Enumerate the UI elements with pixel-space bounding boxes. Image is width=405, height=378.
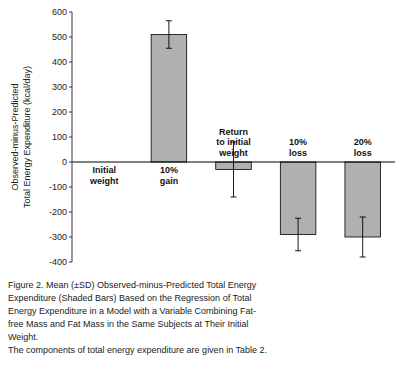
text-line: Observed-minus-Predicted <box>10 83 20 190</box>
y-tick <box>69 237 72 238</box>
y-tick-label: 300 <box>52 82 67 92</box>
y-tick-label: 200 <box>52 107 67 117</box>
text-line: Return <box>219 127 248 137</box>
y-tick-label: 100 <box>52 132 67 142</box>
y-tick <box>69 137 72 138</box>
y-tick <box>69 112 72 113</box>
caption-line: free Mass and Fat Mass in the Same Subje… <box>8 319 248 329</box>
caption-line: Expenditure (Shaded Bars) Based on the R… <box>8 293 251 303</box>
text-line: 20% <box>354 137 372 147</box>
y-tick-label: -200 <box>49 207 67 217</box>
text-line: loss <box>354 148 372 158</box>
y-tick-label: 600 <box>52 7 67 17</box>
plot-area <box>151 35 380 238</box>
caption-line: Energy Expenditure in a Model with a Var… <box>8 306 256 316</box>
category-label: 10%gain <box>160 165 179 186</box>
y-tick <box>69 212 72 213</box>
y-tick <box>69 162 72 163</box>
y-tick-label: -300 <box>49 232 67 242</box>
error-bar <box>166 21 172 49</box>
text-line: weight <box>89 176 119 186</box>
chart: -400 -300 -200 -100 0 100 200 300 400 500 600 Obser… <box>0 0 405 378</box>
text-line: loss <box>289 148 307 158</box>
y-tick-label: -400 <box>49 257 67 267</box>
y-tick-label: 400 <box>52 57 67 67</box>
y-axis-label: Observed-minus-PredictedTotal Energy Exp… <box>10 66 32 208</box>
y-tick-label: -100 <box>49 182 67 192</box>
category-label: Returnto initialweight <box>216 127 251 158</box>
bar <box>151 35 187 163</box>
category-label: Initialweight <box>89 165 119 186</box>
caption-line: Weight. <box>8 332 38 342</box>
text-line: gain <box>160 176 179 186</box>
y-tick <box>69 12 72 13</box>
category-label: 10%loss <box>289 137 307 158</box>
text-line: weight <box>218 148 248 158</box>
y-tick <box>69 37 72 38</box>
category-label: 20%loss <box>354 137 372 158</box>
text-line: to initial <box>216 137 251 147</box>
y-tick-label: 500 <box>52 32 67 42</box>
caption-line: Figure 2. Mean (±SD) Observed-minus-Pred… <box>8 280 257 290</box>
y-tick <box>69 87 72 88</box>
y-tick <box>69 187 72 188</box>
error-bar <box>360 217 366 257</box>
y-tick <box>69 62 72 63</box>
text-line: Total Energy Expenditure (kcal/day) <box>22 66 32 208</box>
y-tick-label: 0 <box>62 157 67 167</box>
y-tick <box>69 262 72 263</box>
text-line: Initial <box>93 165 117 175</box>
caption-line: The components of total energy expenditu… <box>8 345 267 355</box>
error-bar <box>295 218 301 251</box>
text-line: 10% <box>160 165 178 175</box>
text-line: 10% <box>289 137 307 147</box>
error-bars <box>166 21 366 257</box>
